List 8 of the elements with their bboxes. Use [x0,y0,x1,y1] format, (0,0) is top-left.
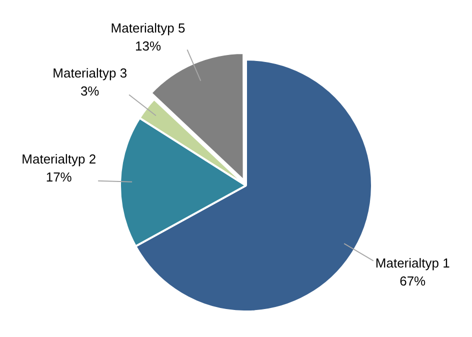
data-label: 13% [134,38,162,54]
slice-label: Materialtyp 1 [375,255,450,270]
data-label: 67% [400,273,426,288]
slice-label: Materialtyp 5 [110,20,186,36]
slice-label: Materialtyp 3 [52,65,128,80]
data-label: 3% [80,83,100,98]
slice-label: Materialtyp 2 [22,151,96,166]
data-label: 17% [46,169,72,184]
